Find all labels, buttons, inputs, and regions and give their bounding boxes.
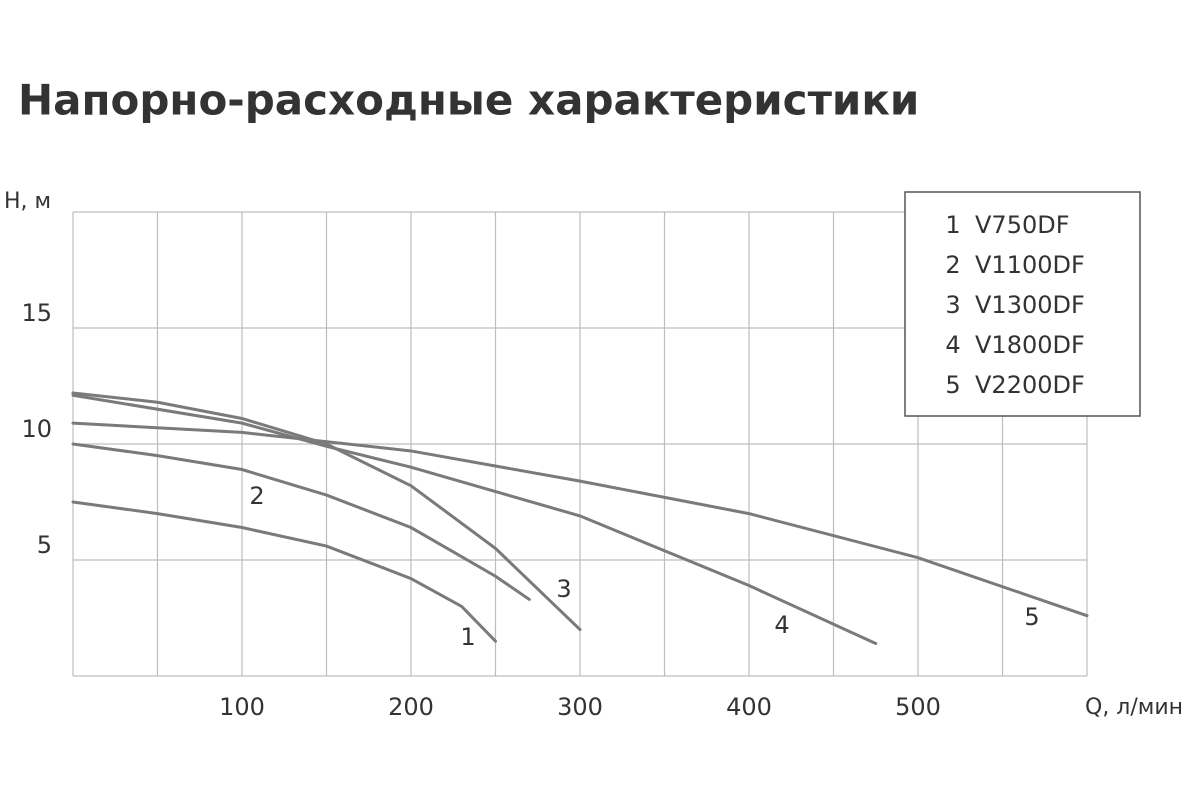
x-tick-label: 100 — [219, 693, 265, 721]
y-axis-label: H, м — [4, 189, 51, 214]
curve-label: 5 — [1024, 603, 1039, 631]
legend-number: 1 — [945, 211, 960, 239]
curve-label: 4 — [774, 611, 789, 639]
legend-number: 5 — [945, 371, 960, 399]
curve — [71, 500, 497, 643]
chart-title: Напорно-расходные характеристики — [18, 76, 919, 125]
legend-number: 4 — [945, 331, 960, 359]
legend-label: V1800DF — [975, 331, 1085, 359]
legend-label: V2200DF — [975, 371, 1085, 399]
y-tick-label: 10 — [21, 415, 52, 443]
curve — [71, 391, 582, 632]
legend-label: V1100DF — [975, 251, 1085, 279]
legend-number: 2 — [945, 251, 960, 279]
x-tick-label: 300 — [557, 693, 603, 721]
x-tick-label: 200 — [388, 693, 434, 721]
curve — [71, 393, 878, 646]
y-tick-label: 5 — [37, 531, 52, 559]
legend-box — [904, 191, 1141, 417]
legend-label: V1300DF — [975, 291, 1085, 319]
curve — [71, 442, 531, 601]
curve-label: 2 — [249, 482, 264, 510]
curve-label: 1 — [460, 623, 475, 651]
x-tick-label: 500 — [895, 693, 941, 721]
y-tick-label: 15 — [21, 299, 52, 327]
curve-label: 3 — [556, 575, 571, 603]
legend-number: 3 — [945, 291, 960, 319]
x-tick-label: 400 — [726, 693, 772, 721]
x-axis-label: Q, л/мин — [1085, 695, 1183, 720]
curve — [71, 421, 1089, 618]
legend-label: V750DF — [975, 211, 1070, 239]
